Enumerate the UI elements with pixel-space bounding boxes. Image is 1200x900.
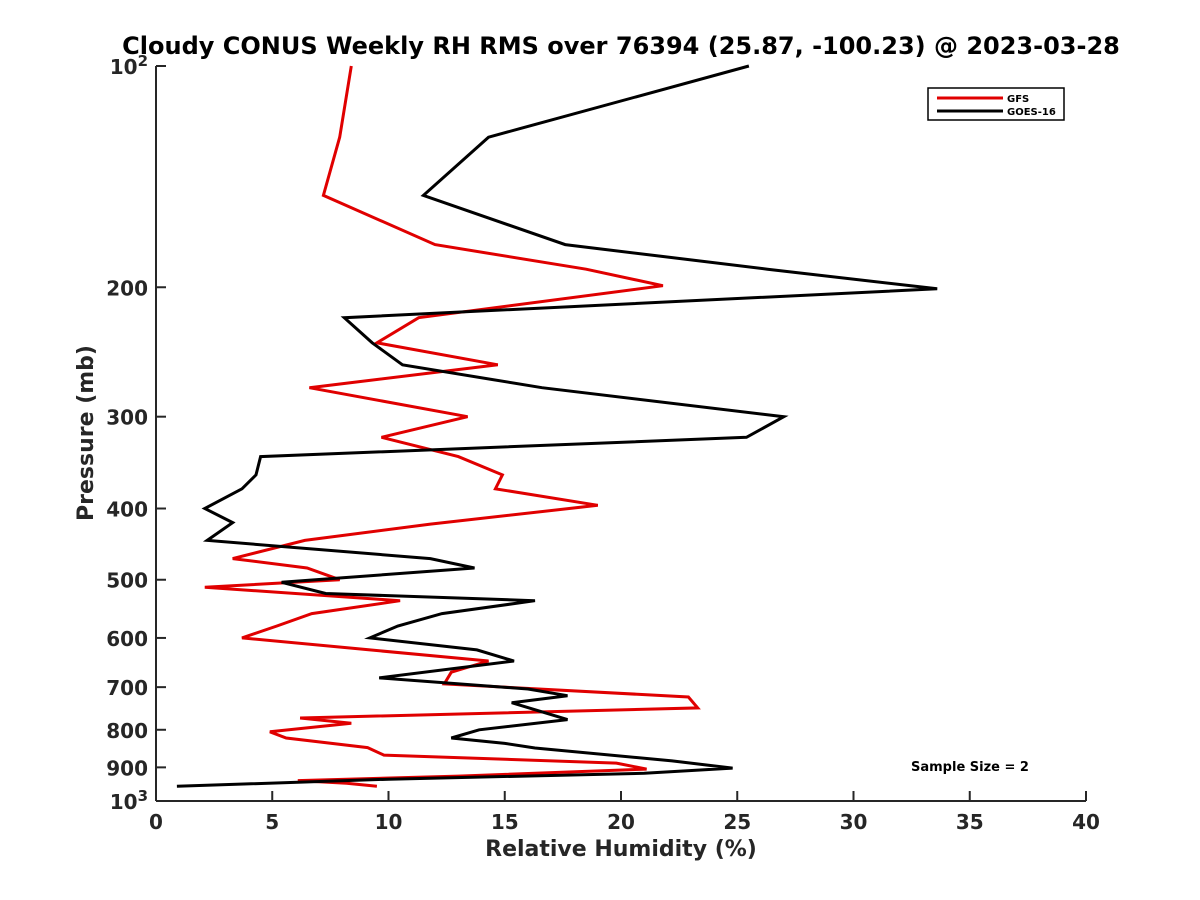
y-tick-label: 600	[106, 627, 148, 651]
x-tick-label: 35	[956, 810, 984, 834]
y-tick-label: 900	[106, 756, 148, 780]
legend-box	[927, 87, 1065, 121]
y-tick-label: 800	[106, 719, 148, 743]
y-tick-label: 700	[106, 676, 148, 700]
y-axis-label: Pressure (mb)	[74, 345, 99, 521]
sample-size-annotation: Sample Size = 2	[911, 760, 1029, 775]
x-tick-label: 0	[149, 810, 163, 834]
x-tick-label: 40	[1072, 810, 1100, 834]
y-tick-label: 103	[110, 787, 148, 814]
x-tick-label: 5	[265, 810, 279, 834]
x-tick-label: 25	[723, 810, 751, 834]
y-tick-label: 200	[106, 276, 148, 300]
series-line-goes-16	[176, 64, 938, 788]
legend: GFS GOES-16	[927, 87, 1065, 121]
chart-title: Cloudy CONUS Weekly RH RMS over 76394 (2…	[122, 32, 1120, 60]
x-tick-label: 15	[491, 810, 519, 834]
y-tick-label: 500	[106, 569, 148, 593]
x-axis-label: Relative Humidity (%)	[485, 837, 757, 862]
x-ticks: 0 5 10 15 20 25 30 35 40	[149, 791, 1100, 834]
y-tick-label: 400	[106, 498, 148, 522]
x-tick-label: 20	[607, 810, 635, 834]
series-line-gfs	[204, 65, 701, 788]
y-tick-label: 300	[106, 406, 148, 430]
legend-label: GOES-16	[1007, 107, 1056, 118]
legend-label: GFS	[1007, 94, 1029, 105]
x-tick-label: 30	[840, 810, 868, 834]
x-tick-label: 10	[375, 810, 403, 834]
y-ticks: 102 200 300 400 500 600 700 800 900 103	[106, 52, 166, 814]
y-tick-label: 102	[110, 52, 148, 79]
series-layer	[176, 64, 938, 788]
plot-area	[155, 66, 1086, 802]
